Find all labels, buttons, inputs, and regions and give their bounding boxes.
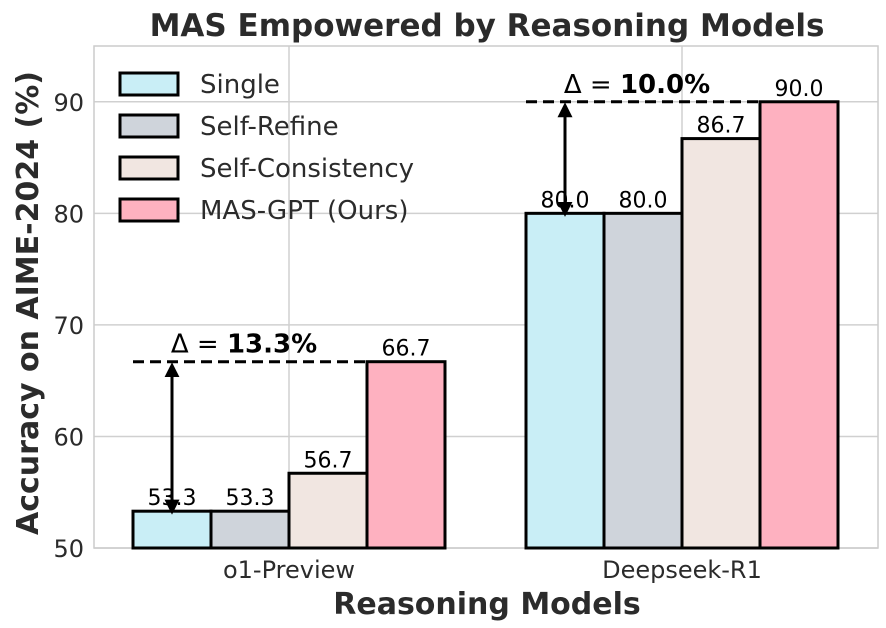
bar: [602, 211, 684, 550]
y-axis-title: Accuracy on AIME-2024 (%): [11, 71, 46, 535]
x-tick-label: o1-Preview: [223, 556, 355, 584]
legend: Single Self-Refine Self-Consistency MAS-GPT…: [118, 70, 414, 226]
legend-label: Single: [200, 70, 280, 100]
bar-value-label: 90.0: [775, 77, 824, 102]
bar: [365, 360, 447, 550]
bar-value-label: 53.3: [226, 486, 275, 511]
bars: [131, 100, 840, 550]
y-tick-labels: 50 60 70 80 90: [53, 89, 84, 563]
x-axis-title: Reasoning Models: [333, 587, 641, 622]
x-tick-labels: o1-Preview Deepseek-R1: [223, 556, 762, 584]
legend-swatch: [118, 155, 180, 181]
bar-value-label: 80.0: [619, 188, 668, 213]
legend-label: Self-Refine: [200, 112, 339, 142]
delta-prefix: Δ =: [171, 330, 227, 360]
legend-swatch: [118, 197, 180, 223]
annotations: Δ = 13.3%Δ = 10.0%: [133, 70, 762, 515]
delta-value: 10.0%: [620, 70, 710, 100]
bar: [758, 100, 840, 550]
bar: [287, 471, 369, 550]
bar-value-label: 86.7: [697, 114, 746, 139]
bar-value-label: 56.7: [304, 448, 353, 473]
y-tick-label: 50: [53, 535, 84, 563]
bar: [209, 509, 291, 550]
y-tick-label: 60: [53, 423, 84, 451]
legend-swatch: [118, 113, 180, 139]
bar: [131, 509, 213, 550]
plot-area: [93, 45, 879, 549]
y-tick-label: 80: [53, 200, 84, 228]
legend-label: Self-Consistency: [200, 154, 414, 184]
delta-label: Δ = 10.0%: [564, 70, 710, 100]
delta-prefix: Δ =: [564, 70, 620, 100]
x-tick-label: Deepseek-R1: [602, 556, 762, 584]
delta-label: Δ = 13.3%: [171, 330, 317, 360]
legend-label: MAS-GPT (Ours): [200, 196, 409, 226]
y-tick-label: 70: [53, 312, 84, 340]
y-tick-label: 90: [53, 89, 84, 117]
chart-title: MAS Empowered by Reasoning Models: [150, 8, 825, 44]
legend-swatch: [118, 71, 180, 97]
bar-value-label: 66.7: [382, 337, 431, 362]
bar: [680, 137, 762, 550]
delta-value: 13.3%: [227, 330, 317, 360]
bar: [524, 211, 606, 550]
